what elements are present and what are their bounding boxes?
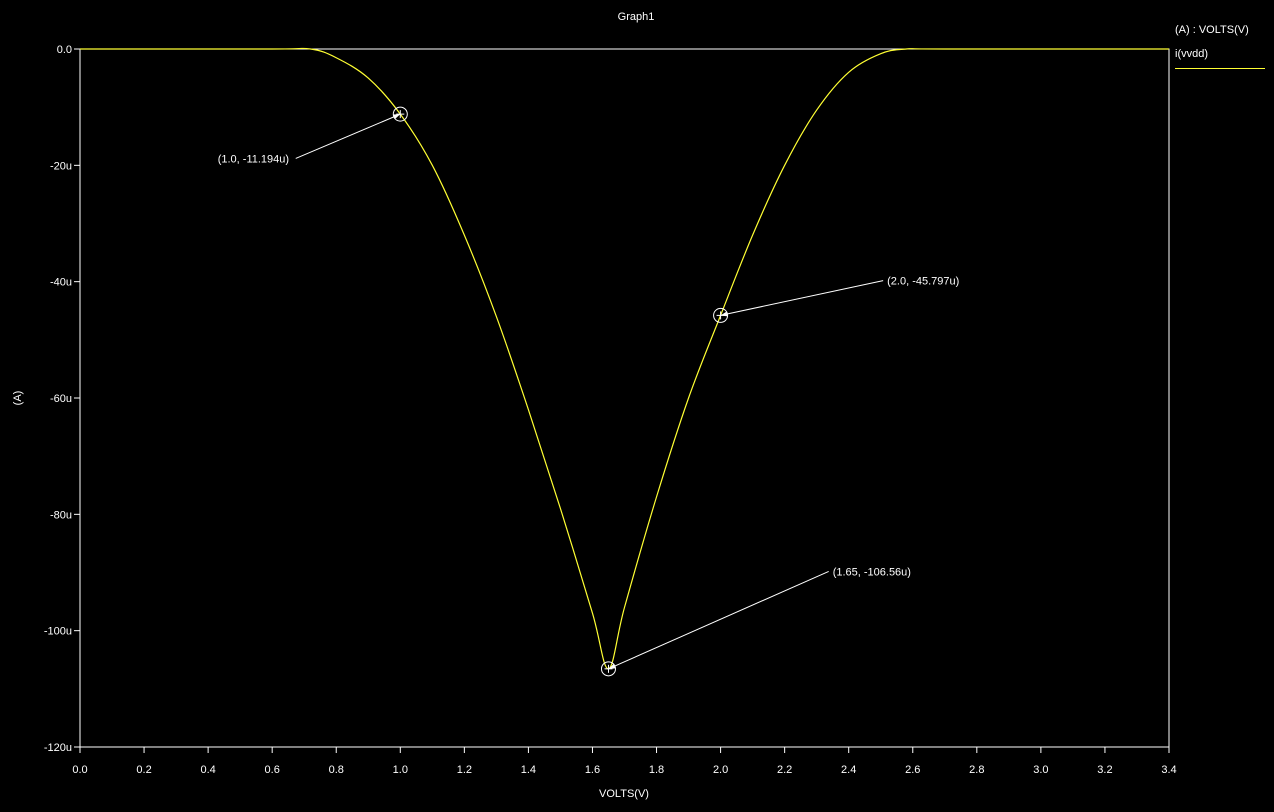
y-axis-label: (A): [12, 391, 24, 406]
x-tick-label: 2.8: [969, 764, 984, 776]
x-tick-label: 3.2: [1097, 764, 1112, 776]
x-tick-label: 1.6: [585, 764, 600, 776]
x-tick-label: 0.0: [72, 764, 87, 776]
marker-annotation[interactable]: (1.0, -11.194u): [218, 106, 408, 165]
x-tick-label: 1.4: [521, 764, 536, 776]
y-tick-label: -120u: [44, 742, 72, 754]
annotation-label: (1.0, -11.194u): [218, 153, 289, 165]
marker-circle: [392, 106, 408, 122]
x-tick-label: 0.2: [136, 764, 151, 776]
x-tick-label: 1.8: [649, 764, 664, 776]
y-axis: 0.0 -20u -40u -60u -80u -100u -120u: [44, 44, 80, 754]
y-tick-label: -40u: [50, 277, 72, 289]
chart-title: Graph1: [618, 11, 655, 23]
annotation-arrowhead: [608, 663, 616, 669]
y-tick-label: -20u: [50, 160, 72, 172]
marker-annotation[interactable]: (1.65, -106.56u): [600, 566, 911, 677]
annotation-label: (1.65, -106.56u): [833, 566, 911, 578]
x-tick-label: 1.2: [457, 764, 472, 776]
x-tick-label: 2.0: [713, 764, 728, 776]
marker-circle: [713, 307, 729, 323]
legend-entry-ivvdd[interactable]: i(vvdd): [1175, 48, 1265, 69]
series-layer: [80, 47, 1169, 670]
x-tick-label: 0.8: [329, 764, 344, 776]
x-tick-label: 2.6: [905, 764, 920, 776]
legend-entry-label: i(vvdd): [1175, 48, 1209, 60]
series-line-ivvdd: [80, 47, 1169, 670]
legend-header: (A) : VOLTS(V): [1175, 24, 1249, 36]
annotation-label: (2.0, -45.797u): [887, 276, 959, 288]
marker-annotation[interactable]: (2.0, -45.797u): [713, 276, 960, 323]
x-axis: 0.0 0.2 0.4 0.6 0.8 1.0 1.2 1.4 1.6 1.8 2.0 2.2 2.4 2…: [72, 747, 1177, 776]
annotation-leader: [295, 113, 401, 159]
x-axis-label: VOLTS(V): [599, 788, 649, 800]
annotation-arrowhead: [393, 114, 401, 119]
marker-circle: [600, 661, 616, 677]
legend: (A) : VOLTS(V) i(vvdd): [1175, 24, 1265, 69]
x-tick-label: 1.0: [393, 764, 408, 776]
x-tick-label: 2.4: [841, 764, 856, 776]
x-tick-label: 3.4: [1161, 764, 1176, 776]
annotation-leader: [720, 280, 884, 316]
x-tick-label: 2.2: [777, 764, 792, 776]
annotation-layer: (1.0, -11.194u) (2.0, -45.797u) (1.65, -10…: [218, 106, 960, 677]
x-tick-label: 0.6: [265, 764, 280, 776]
annotation-leader: [608, 570, 829, 670]
y-tick-label: -60u: [50, 393, 72, 405]
x-tick-label: 0.4: [200, 764, 215, 776]
annotation-arrowhead: [720, 311, 728, 317]
legend-swatch: [1175, 68, 1265, 69]
y-tick-label: -80u: [50, 509, 72, 521]
y-tick-label: -100u: [44, 626, 72, 638]
x-tick-label: 3.0: [1033, 764, 1048, 776]
y-tick-label: 0.0: [57, 44, 72, 56]
